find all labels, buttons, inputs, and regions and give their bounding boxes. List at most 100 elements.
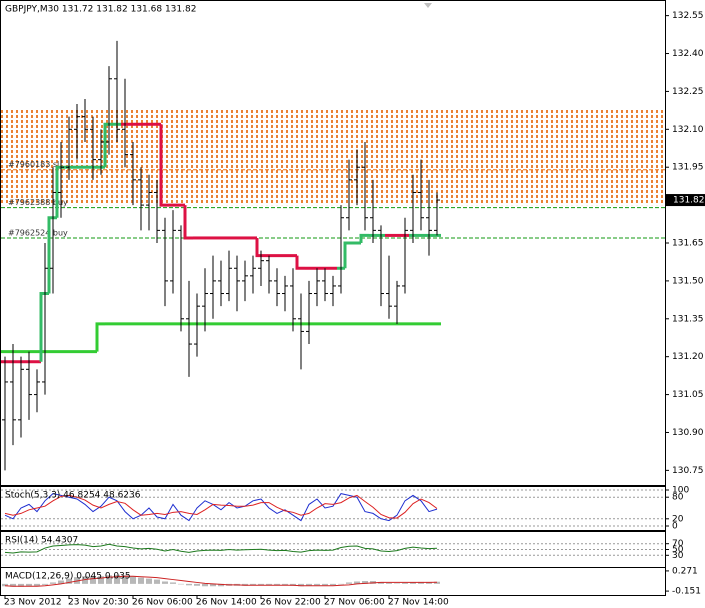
- macd-bar: [18, 583, 24, 587]
- panel-title: Stoch(5,3,3) 46.8254 48.6236: [5, 491, 141, 501]
- macd-bar: [130, 576, 136, 584]
- y-tick-label: 30: [672, 551, 684, 561]
- trend-line: [359, 233, 369, 243]
- trend-line: [255, 237, 265, 258]
- indicator-line: [4, 543, 438, 554]
- y-tick-label: 0.271: [672, 566, 698, 576]
- x-tick-label: 26 Nov 14:00: [196, 598, 257, 608]
- macd-bar: [306, 583, 312, 586]
- order-zone: [1, 109, 664, 206]
- macd-bar: [186, 583, 192, 586]
- macd-bar: [50, 582, 56, 584]
- indicator-line: [4, 493, 438, 522]
- x-tick-label: 27 Nov 14:00: [388, 598, 449, 608]
- macd-bar: [250, 583, 256, 586]
- y-tick-label: 131.20: [672, 352, 704, 362]
- macd-bar: [274, 583, 280, 586]
- macd-bar: [154, 579, 160, 584]
- macd-bar: [266, 583, 272, 586]
- x-tick-label: 23 Nov 20:30: [68, 598, 129, 608]
- trend-line: [159, 124, 169, 207]
- y-tick-label: 132.10: [672, 125, 704, 135]
- macd-bar: [42, 583, 48, 585]
- indicator-line: [4, 494, 438, 519]
- x-tick-label: 23 Nov 2012: [4, 598, 62, 608]
- macd-bar: [338, 583, 344, 585]
- macd-bar: [362, 581, 368, 584]
- macd-bar: [210, 583, 216, 587]
- trend-line: [183, 205, 193, 240]
- y-tick-label: 0: [672, 522, 678, 532]
- macd-bar: [314, 583, 320, 586]
- y-tick-label: 100: [672, 486, 689, 496]
- order-label: #7960183 sl: [8, 160, 59, 169]
- macd-bar: [402, 582, 408, 584]
- trend-line: [343, 241, 353, 269]
- y-tick-label: 132.25: [672, 87, 704, 97]
- macd-bar: [330, 583, 336, 586]
- macd-bar: [386, 582, 392, 584]
- price-box: [666, 194, 705, 207]
- macd-bar: [162, 581, 168, 584]
- macd-bar: [34, 583, 40, 587]
- macd-bar: [170, 582, 176, 584]
- macd-bar: [218, 583, 224, 587]
- macd-bar: [98, 576, 104, 584]
- macd-bar: [122, 575, 128, 584]
- y-tick-label: 50: [672, 545, 684, 555]
- macd-bar: [58, 580, 64, 584]
- macd-bar: [178, 583, 184, 585]
- macd-bar: [282, 583, 288, 586]
- shift-marker: [424, 3, 432, 8]
- x-tick-label: 26 Nov 06:00: [132, 598, 193, 608]
- macd-bar: [114, 574, 120, 584]
- macd-bar: [66, 578, 72, 584]
- y-tick-label: 80: [672, 493, 684, 503]
- macd-bar: [202, 583, 208, 587]
- macd-bar: [10, 583, 16, 587]
- order-label: #7962388 buy: [8, 198, 68, 207]
- trend-line: [47, 216, 57, 294]
- y-tick-label: 131.35: [672, 314, 704, 324]
- y-tick-label: 131.95: [672, 163, 704, 173]
- order-label: #7962524 buy: [8, 228, 68, 237]
- y-tick-label: 131.50: [672, 276, 704, 286]
- y-tick-label: 131.65: [672, 239, 704, 249]
- panel-title: GBPJPY,M30 131.72 131.82 131.68 131.82: [5, 5, 196, 15]
- x-tick-label: 27 Nov 06:00: [324, 598, 385, 608]
- trend-line: [103, 122, 113, 168]
- y-tick-label: 131.05: [672, 390, 704, 400]
- price-label: 131.82: [673, 196, 705, 206]
- macd-bar: [354, 581, 360, 584]
- macd-bar: [394, 583, 400, 584]
- y-tick-label: 130.90: [672, 428, 704, 438]
- y-tick-label: 70: [672, 539, 684, 549]
- macd-bar: [106, 575, 112, 584]
- signal-line: [4, 575, 438, 587]
- x-tick-label: 26 Nov 22:00: [260, 598, 321, 608]
- macd-bar: [138, 577, 144, 584]
- trend-line: [39, 292, 49, 362]
- macd-bar: [2, 583, 8, 587]
- macd-bar: [90, 576, 96, 584]
- macd-bar: [258, 583, 264, 586]
- support-line: [95, 322, 105, 352]
- y-tick-label: 132.40: [672, 49, 704, 59]
- y-tick-label: 130.75: [672, 466, 704, 476]
- macd-bar: [346, 582, 352, 584]
- panel-title: MACD(12,26,9) 0.045 0.035: [5, 572, 131, 582]
- panel-title: RSI(14) 54.4307: [5, 536, 78, 546]
- y-tick-label: 132.55: [672, 11, 704, 21]
- macd-bar: [434, 581, 440, 584]
- trend-line: [295, 255, 305, 270]
- y-tick-label: -0.151: [672, 587, 701, 597]
- macd-bar: [410, 582, 416, 584]
- macd-bar: [298, 583, 304, 587]
- macd-bar: [322, 583, 328, 586]
- macd-bar: [26, 583, 32, 587]
- y-tick-label: 20: [672, 514, 684, 524]
- macd-bar: [146, 578, 152, 584]
- macd-bar: [194, 583, 200, 586]
